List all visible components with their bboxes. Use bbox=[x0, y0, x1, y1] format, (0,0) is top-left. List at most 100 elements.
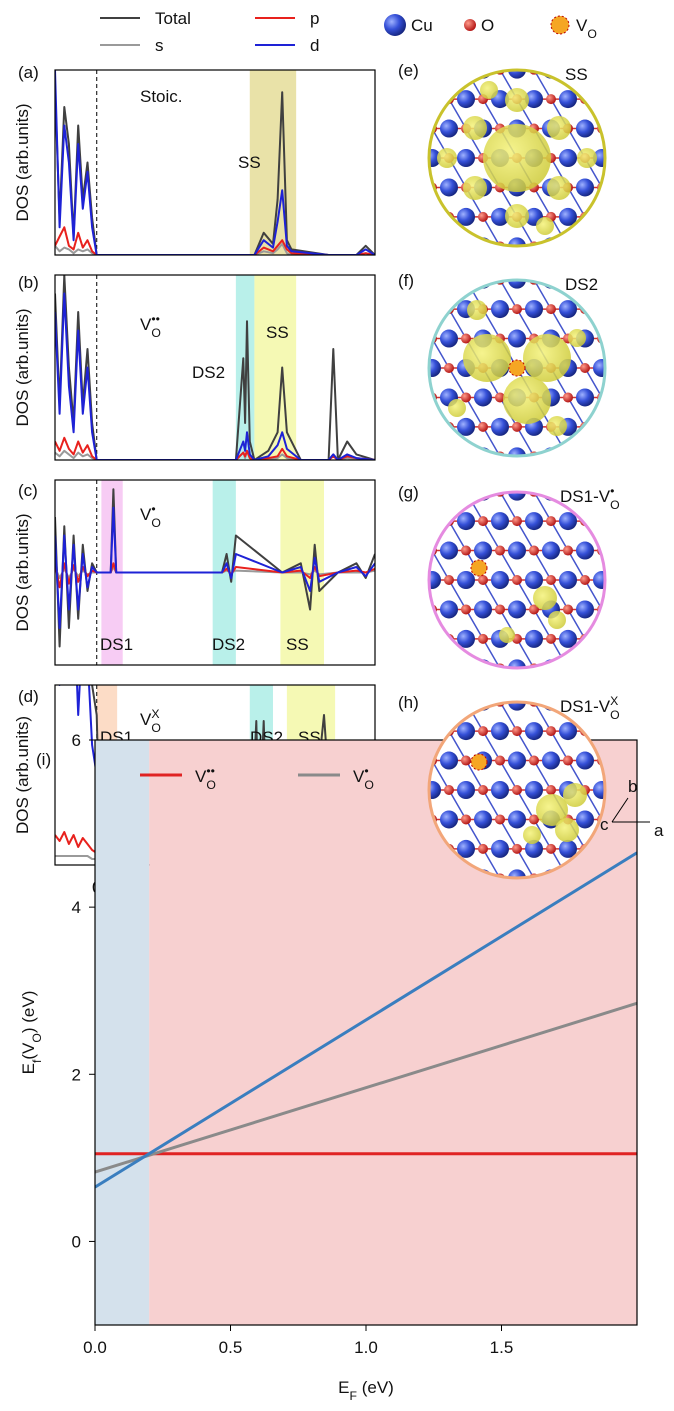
text-part: V bbox=[140, 315, 152, 334]
structure-image bbox=[376, 457, 674, 727]
text-part: (eV) bbox=[357, 1378, 394, 1397]
o-atom bbox=[444, 35, 454, 45]
structure-image bbox=[376, 31, 674, 246]
o-atom bbox=[648, 844, 658, 854]
cu-atom bbox=[491, 781, 509, 799]
cu-atom bbox=[429, 417, 441, 436]
o-atom bbox=[580, 457, 590, 467]
bond bbox=[584, 216, 603, 246]
cu-atom bbox=[661, 31, 674, 49]
cu-atom bbox=[406, 447, 424, 465]
o-atom bbox=[410, 422, 420, 432]
cu-atom bbox=[593, 629, 605, 648]
bond bbox=[516, 638, 535, 668]
o-atom bbox=[631, 124, 641, 134]
cu-atom bbox=[661, 90, 674, 108]
y-axis-label: DOS (arb.units) bbox=[13, 716, 32, 834]
o-atom bbox=[410, 667, 420, 677]
charge-density bbox=[499, 627, 515, 643]
cu-atom bbox=[423, 663, 441, 681]
o-atom bbox=[580, 575, 590, 585]
charge-density bbox=[568, 329, 586, 347]
bond bbox=[653, 427, 670, 456]
cu-atom bbox=[576, 810, 594, 829]
o-atom bbox=[546, 633, 556, 644]
cu-atom bbox=[440, 329, 458, 348]
o-atom bbox=[461, 604, 471, 615]
bond bbox=[619, 217, 636, 246]
cu-atom bbox=[576, 447, 594, 456]
o-atom bbox=[410, 726, 420, 736]
bond bbox=[482, 638, 501, 668]
y-axis-label: DOS (arb.units) bbox=[13, 103, 32, 221]
bond bbox=[533, 70, 552, 100]
o-atom bbox=[376, 35, 386, 45]
o-atom bbox=[478, 575, 488, 585]
cu-atom bbox=[508, 329, 526, 348]
bond bbox=[584, 579, 603, 610]
cu-atom bbox=[491, 417, 509, 436]
bond bbox=[653, 462, 670, 491]
bond bbox=[619, 698, 636, 727]
bond bbox=[499, 819, 518, 850]
text-part: • bbox=[610, 484, 614, 498]
o-atom bbox=[563, 755, 573, 766]
o-atom bbox=[665, 814, 674, 824]
series-line bbox=[55, 242, 375, 255]
o-atom bbox=[376, 634, 386, 644]
o-atom bbox=[614, 575, 624, 585]
bond bbox=[381, 672, 398, 701]
region-label: DS1 bbox=[100, 635, 133, 654]
panel-label: (d) bbox=[18, 687, 39, 706]
o-atom bbox=[495, 604, 505, 615]
cu-atom bbox=[661, 663, 674, 681]
text-part: ) (eV) bbox=[19, 991, 38, 1034]
charge-density bbox=[467, 300, 487, 320]
text-part: O bbox=[151, 326, 161, 340]
bond bbox=[448, 579, 467, 610]
cu-atom bbox=[644, 61, 662, 79]
bond bbox=[482, 70, 501, 71]
bond bbox=[533, 667, 552, 668]
bond bbox=[398, 187, 415, 216]
cu-atom bbox=[457, 90, 475, 109]
x-tick-label: 0.5 bbox=[219, 1338, 243, 1357]
panel-label: (b) bbox=[18, 273, 39, 292]
bond bbox=[533, 280, 552, 310]
bond bbox=[431, 70, 450, 100]
text-part: O bbox=[364, 778, 374, 792]
bond bbox=[567, 760, 586, 791]
o-atom bbox=[393, 182, 403, 192]
cu-atom bbox=[627, 208, 645, 226]
bond bbox=[431, 550, 450, 581]
plot-frame bbox=[54, 479, 376, 666]
o-atom bbox=[393, 392, 403, 402]
cu-atom bbox=[661, 689, 674, 707]
o-atom bbox=[444, 785, 454, 795]
x-tick-label: 1.5 bbox=[490, 1338, 514, 1357]
o-atom bbox=[648, 153, 658, 163]
bond bbox=[499, 702, 518, 732]
cu-atom bbox=[389, 90, 407, 108]
charge-density bbox=[536, 794, 568, 826]
o-atom bbox=[648, 726, 658, 736]
bond bbox=[550, 730, 569, 761]
cu-atom bbox=[429, 722, 441, 741]
text-part: f bbox=[30, 1059, 44, 1063]
bond bbox=[533, 492, 552, 522]
cu-atom bbox=[644, 600, 662, 618]
text-part: X bbox=[151, 707, 159, 721]
cu-atom bbox=[627, 31, 645, 49]
o-atom bbox=[461, 702, 471, 707]
bond bbox=[619, 672, 636, 701]
cu-atom bbox=[610, 542, 628, 560]
o-atom bbox=[429, 451, 437, 456]
cu-atom bbox=[593, 149, 605, 167]
cu-atom bbox=[406, 542, 424, 560]
text-part: O bbox=[481, 16, 494, 35]
cu-atom bbox=[389, 241, 407, 259]
cu-atom bbox=[474, 541, 492, 560]
cu-atom bbox=[389, 512, 407, 530]
bond bbox=[653, 521, 670, 550]
